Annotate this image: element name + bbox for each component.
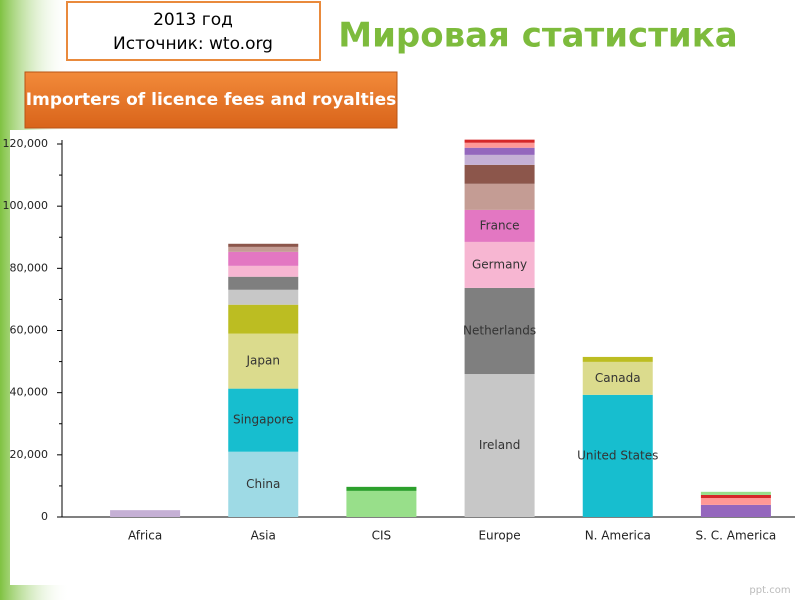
segment-label: Ireland: [479, 438, 521, 452]
x-tick-label: S. C. America: [696, 529, 777, 543]
bar-segment: [464, 241, 535, 288]
bar-segment: [700, 494, 771, 499]
chart-title-wrap: Importers of licence fees and royalties: [25, 90, 397, 110]
x-tick-label: Asia: [251, 529, 276, 543]
bar-segment: [228, 243, 299, 247]
note-line: 2013 год: [153, 10, 233, 30]
bar-segment: [464, 139, 535, 143]
bar-segment: [228, 276, 299, 290]
bar-segment: [228, 246, 299, 252]
bar-segment: [110, 510, 181, 517]
bar-segment: [464, 164, 535, 184]
segment-label: Netherlands: [463, 323, 536, 337]
bar-segment: [464, 183, 535, 210]
y-tick-label: 120,000: [3, 137, 49, 150]
y-tick-label: 0: [41, 510, 48, 523]
y-tick-label: 40,000: [10, 386, 49, 399]
chart-title-banner: [24, 71, 398, 129]
bar-segment: [582, 361, 653, 395]
bar-segment: [464, 154, 535, 165]
bar-segment: [228, 333, 299, 389]
chart-title: Importers of licence fees and royalties: [25, 90, 397, 110]
bar-segment: [228, 388, 299, 452]
y-tick-label: 100,000: [3, 199, 49, 212]
x-tick-label: Europe: [478, 529, 520, 543]
slide-title: Мировая статистика: [338, 16, 738, 56]
bar-segment: [582, 356, 653, 362]
bar-segment: [700, 491, 771, 495]
y-tick-label: 60,000: [10, 324, 49, 337]
bar-segment: [700, 498, 771, 505]
bar-segment: [228, 451, 299, 517]
x-tick-label: N. America: [585, 529, 651, 543]
note-line: Источник: wto.org: [113, 34, 273, 54]
bar-segment: [464, 374, 535, 517]
bar-segment: [228, 251, 299, 266]
segment-label: Singapore: [233, 413, 294, 427]
bar-segment: [464, 147, 535, 155]
segment-label: China: [246, 477, 280, 491]
bar-segment: [228, 289, 299, 305]
bar-segment: [464, 287, 535, 375]
x-tick-label: Africa: [128, 529, 162, 543]
bar-segment: [346, 486, 417, 491]
segment-label: France: [480, 218, 520, 232]
watermark: ppt.com: [749, 585, 790, 596]
y-tick-label: 20,000: [10, 448, 49, 461]
x-tick-label: CIS: [372, 529, 392, 543]
bar-segment: [700, 504, 771, 517]
bar-segment: [464, 209, 535, 242]
bar-segment: [346, 490, 417, 517]
bar-segment: [228, 265, 299, 277]
segment-label: Japan: [246, 354, 280, 368]
segment-label: Canada: [595, 371, 641, 385]
bar-segment: [582, 394, 653, 517]
plot: 0 20,000 40,000 60,000 80,000 100,000 120,000 A…: [3, 137, 795, 543]
bar-segment: [464, 142, 535, 148]
bar-segment: [228, 304, 299, 334]
y-tick-label: 80,000: [10, 261, 49, 274]
note-box: [66, 1, 321, 61]
segment-label: Germany: [472, 257, 527, 271]
segment-label: United States: [577, 448, 658, 462]
